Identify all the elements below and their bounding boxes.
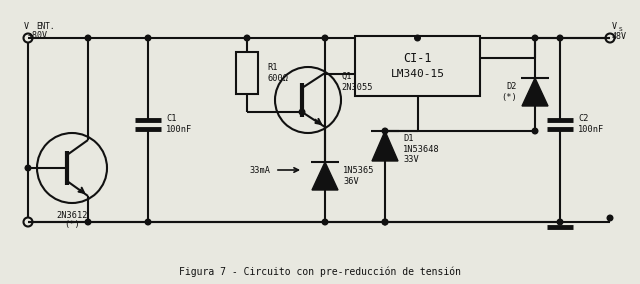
Circle shape bbox=[322, 219, 328, 225]
Circle shape bbox=[415, 35, 420, 41]
Text: D2
(*): D2 (*) bbox=[501, 82, 517, 102]
Text: C1
100nF: C1 100nF bbox=[166, 114, 192, 134]
Text: Figura 7 - Circuito con pre-reducción de tensión: Figura 7 - Circuito con pre-reducción de… bbox=[179, 267, 461, 277]
Circle shape bbox=[85, 219, 91, 225]
Text: 48V: 48V bbox=[612, 32, 627, 41]
Text: LM340-15: LM340-15 bbox=[390, 69, 445, 79]
Circle shape bbox=[382, 128, 388, 134]
Bar bbox=[236, 52, 258, 94]
Text: V: V bbox=[612, 22, 617, 30]
Circle shape bbox=[607, 215, 613, 221]
Text: 33mA: 33mA bbox=[249, 166, 270, 174]
Text: 2N3612: 2N3612 bbox=[56, 212, 88, 220]
Text: CI-1: CI-1 bbox=[403, 51, 432, 64]
Text: ENT.: ENT. bbox=[36, 22, 54, 30]
Circle shape bbox=[322, 35, 328, 41]
Text: 1N5365
36V: 1N5365 36V bbox=[343, 166, 374, 186]
Text: D1
1N53648
33V: D1 1N53648 33V bbox=[403, 134, 440, 164]
Circle shape bbox=[382, 219, 388, 225]
Circle shape bbox=[382, 219, 388, 225]
Text: R1
600Ω: R1 600Ω bbox=[267, 63, 288, 83]
Circle shape bbox=[557, 35, 563, 41]
Text: S: S bbox=[619, 26, 623, 32]
Circle shape bbox=[532, 35, 538, 41]
Circle shape bbox=[145, 219, 151, 225]
Polygon shape bbox=[522, 78, 548, 106]
Circle shape bbox=[300, 109, 305, 115]
Polygon shape bbox=[312, 162, 338, 190]
Polygon shape bbox=[372, 131, 398, 161]
Circle shape bbox=[145, 35, 151, 41]
Circle shape bbox=[557, 219, 563, 225]
Text: +80V: +80V bbox=[28, 30, 48, 39]
Bar bbox=[355, 36, 480, 96]
Circle shape bbox=[532, 128, 538, 134]
Text: C2
100nF: C2 100nF bbox=[578, 114, 604, 134]
Circle shape bbox=[244, 35, 250, 41]
Circle shape bbox=[85, 35, 91, 41]
Text: (*): (*) bbox=[64, 220, 80, 229]
Text: Q1
2N3055: Q1 2N3055 bbox=[341, 72, 372, 92]
Text: V: V bbox=[24, 22, 29, 30]
Circle shape bbox=[25, 165, 31, 171]
